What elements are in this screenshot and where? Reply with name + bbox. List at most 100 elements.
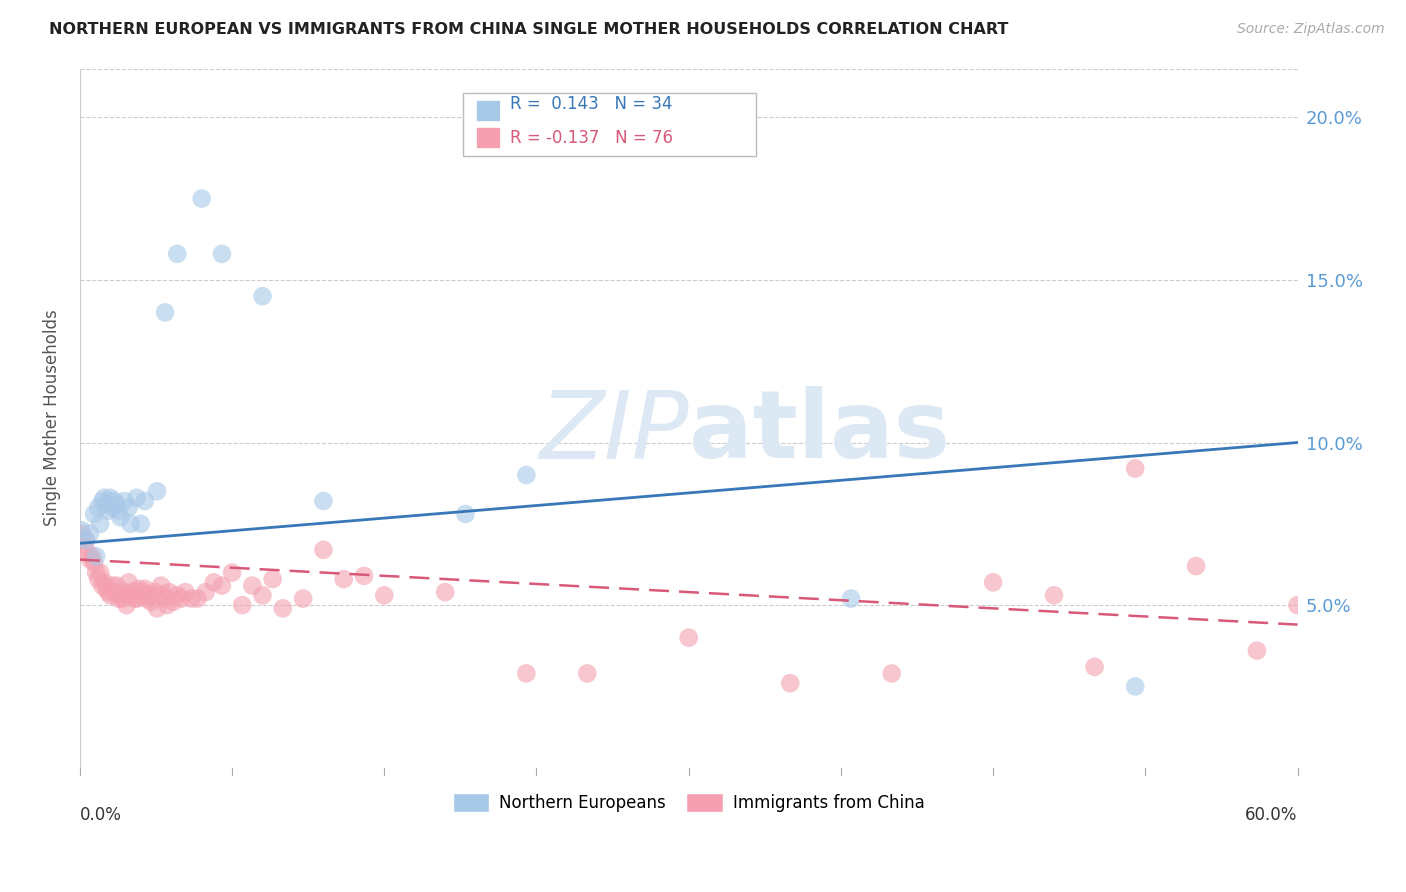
Point [132, 585, 155, 599]
Point [353, 569, 375, 583]
Point [98, 588, 121, 602]
Point [153, 591, 176, 606]
Point [73, 540, 96, 554]
Point [174, 585, 197, 599]
Point [146, 484, 169, 499]
Point [134, 494, 156, 508]
Point [129, 588, 152, 602]
Point [252, 588, 274, 602]
Point [576, 666, 599, 681]
FancyBboxPatch shape [464, 93, 755, 156]
Point [111, 591, 134, 606]
Point [87, 572, 110, 586]
FancyBboxPatch shape [475, 100, 501, 121]
Point [1286, 598, 1309, 612]
Point [981, 575, 1004, 590]
Point [79, 552, 101, 566]
Point [170, 591, 193, 606]
Point [97, 504, 120, 518]
Point [96, 497, 118, 511]
Point [105, 578, 128, 592]
Point [128, 582, 150, 596]
Point [87, 500, 110, 515]
Point [138, 588, 160, 602]
Point [117, 575, 139, 590]
Text: Source: ZipAtlas.com: Source: ZipAtlas.com [1237, 22, 1385, 37]
Point [83, 507, 105, 521]
Point [292, 591, 315, 606]
Point [143, 585, 166, 599]
Text: 0.0%: 0.0% [80, 806, 122, 824]
Point [1084, 660, 1107, 674]
Point [93, 491, 115, 505]
Point [839, 591, 862, 606]
Point [779, 676, 801, 690]
Point [166, 588, 188, 602]
Point [84, 566, 107, 580]
Point [156, 598, 179, 612]
Point [97, 585, 120, 599]
Point [139, 595, 162, 609]
Point [79, 526, 101, 541]
Point [180, 591, 202, 606]
Text: 60.0%: 60.0% [1246, 806, 1298, 824]
Point [252, 289, 274, 303]
Point [114, 585, 136, 599]
Point [202, 575, 225, 590]
Point [121, 585, 143, 599]
Point [262, 572, 284, 586]
Point [240, 578, 263, 592]
Point [114, 494, 136, 508]
Point [194, 585, 217, 599]
Point [152, 588, 174, 602]
Point [1123, 461, 1146, 475]
Point [120, 516, 142, 531]
Point [110, 510, 132, 524]
Point [89, 516, 111, 531]
Point [231, 598, 253, 612]
Text: NORTHERN EUROPEAN VS IMMIGRANTS FROM CHINA SINGLE MOTHER HOUSEHOLDS CORRELATION : NORTHERN EUROPEAN VS IMMIGRANTS FROM CHI… [49, 22, 1008, 37]
Point [77, 546, 100, 560]
Point [80, 549, 103, 564]
Point [103, 585, 125, 599]
Point [434, 585, 457, 599]
Point [120, 588, 142, 602]
Point [105, 497, 128, 511]
Point [125, 491, 148, 505]
Point [515, 468, 537, 483]
Point [103, 494, 125, 508]
Point [117, 500, 139, 515]
Point [70, 526, 93, 541]
Text: ZIP: ZIP [538, 386, 689, 477]
Point [83, 556, 105, 570]
Point [115, 598, 138, 612]
Point [373, 588, 395, 602]
Point [1043, 588, 1066, 602]
Legend: Northern Europeans, Immigrants from China: Northern Europeans, Immigrants from Chin… [446, 787, 931, 819]
Point [271, 601, 294, 615]
Point [312, 494, 335, 508]
Point [1185, 559, 1208, 574]
Point [101, 578, 124, 592]
Point [93, 575, 115, 590]
Point [157, 585, 180, 599]
Point [135, 591, 157, 606]
Point [75, 533, 97, 547]
Point [146, 601, 169, 615]
Point [515, 666, 537, 681]
Point [162, 595, 184, 609]
Point [107, 591, 129, 606]
Point [332, 572, 354, 586]
Point [142, 588, 165, 602]
Point [107, 504, 129, 518]
Point [211, 247, 233, 261]
Point [880, 666, 903, 681]
Point [91, 578, 114, 592]
FancyBboxPatch shape [475, 128, 501, 148]
Point [312, 542, 335, 557]
Point [98, 491, 121, 505]
Point [1246, 643, 1268, 657]
Y-axis label: Single Mother Households: Single Mother Households [44, 310, 60, 526]
Point [678, 631, 700, 645]
Point [221, 566, 243, 580]
